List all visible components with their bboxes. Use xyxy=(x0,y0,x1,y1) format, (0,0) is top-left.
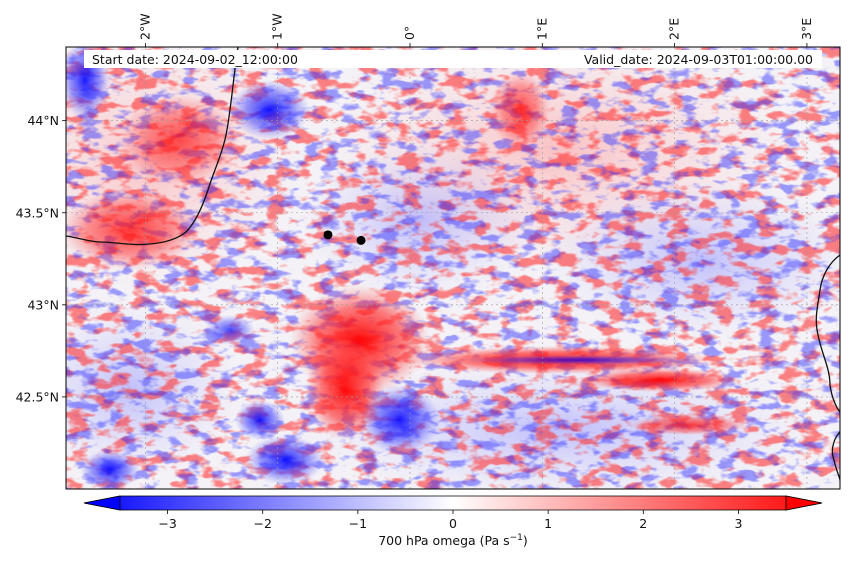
annotation-background xyxy=(84,50,822,68)
colorbar-tick-label-0: −3 xyxy=(158,516,176,531)
map-frame xyxy=(65,46,841,490)
station-point-1 xyxy=(356,235,366,245)
colorbar: −3 −2 −1 0 1 2 3 700 hPa omega (Pa s−1) xyxy=(83,495,823,548)
colorbar-extend-high xyxy=(785,495,823,511)
colorbar-tick-label-1: −2 xyxy=(253,516,271,531)
colorbar-label-sup: −1 xyxy=(510,533,523,543)
station-points xyxy=(323,230,366,245)
x-tick-label-5: 3°E xyxy=(799,18,814,40)
colorbar-label-end: ) xyxy=(523,533,528,548)
valid-date-label: Valid_date: 2024-09-03T01:00:00.00 xyxy=(584,52,813,67)
colorbar-body xyxy=(83,495,823,511)
x-tick-label-0: 2°W xyxy=(137,13,152,40)
x-tick-label-3: 1°E xyxy=(534,18,549,40)
colorbar-label-main: 700 hPa omega (Pa s xyxy=(378,533,509,548)
gridlines xyxy=(66,47,840,489)
x-tick-label-2: 0° xyxy=(402,26,417,40)
colorbar-extend-low xyxy=(83,495,121,511)
colorbar-ticks: −3 −2 −1 0 1 2 3 xyxy=(158,510,742,531)
x-tick-label-4: 2°E xyxy=(667,18,682,40)
coastline xyxy=(66,47,840,481)
station-point-0 xyxy=(323,230,333,240)
y-tick-label-1: 43.5°N xyxy=(16,205,59,220)
colorbar-tick-label-3: 0 xyxy=(449,516,457,531)
colorbar-tick-label-6: 3 xyxy=(734,516,742,531)
x-axis-ticks: 2°W 1°W 0° 1°E 2°E 3°E xyxy=(137,13,814,47)
start-date-label: Start date: 2024-09-02_12:00:00 xyxy=(92,52,298,67)
colorbar-tick-label-2: −1 xyxy=(349,516,367,531)
y-axis-ticks: 44°N 43.5°N 43°N 42.5°N xyxy=(16,113,66,404)
y-tick-label-2: 43°N xyxy=(27,297,59,312)
colorbar-label: 700 hPa omega (Pa s−1) xyxy=(378,533,528,548)
colorbar-tick-label-5: 2 xyxy=(639,516,647,531)
omega-field xyxy=(66,47,840,489)
y-tick-label-0: 44°N xyxy=(27,113,59,128)
y-tick-label-3: 42.5°N xyxy=(16,389,59,404)
x-tick-label-1: 1°W xyxy=(270,13,285,40)
colorbar-tick-label-4: 1 xyxy=(544,516,552,531)
